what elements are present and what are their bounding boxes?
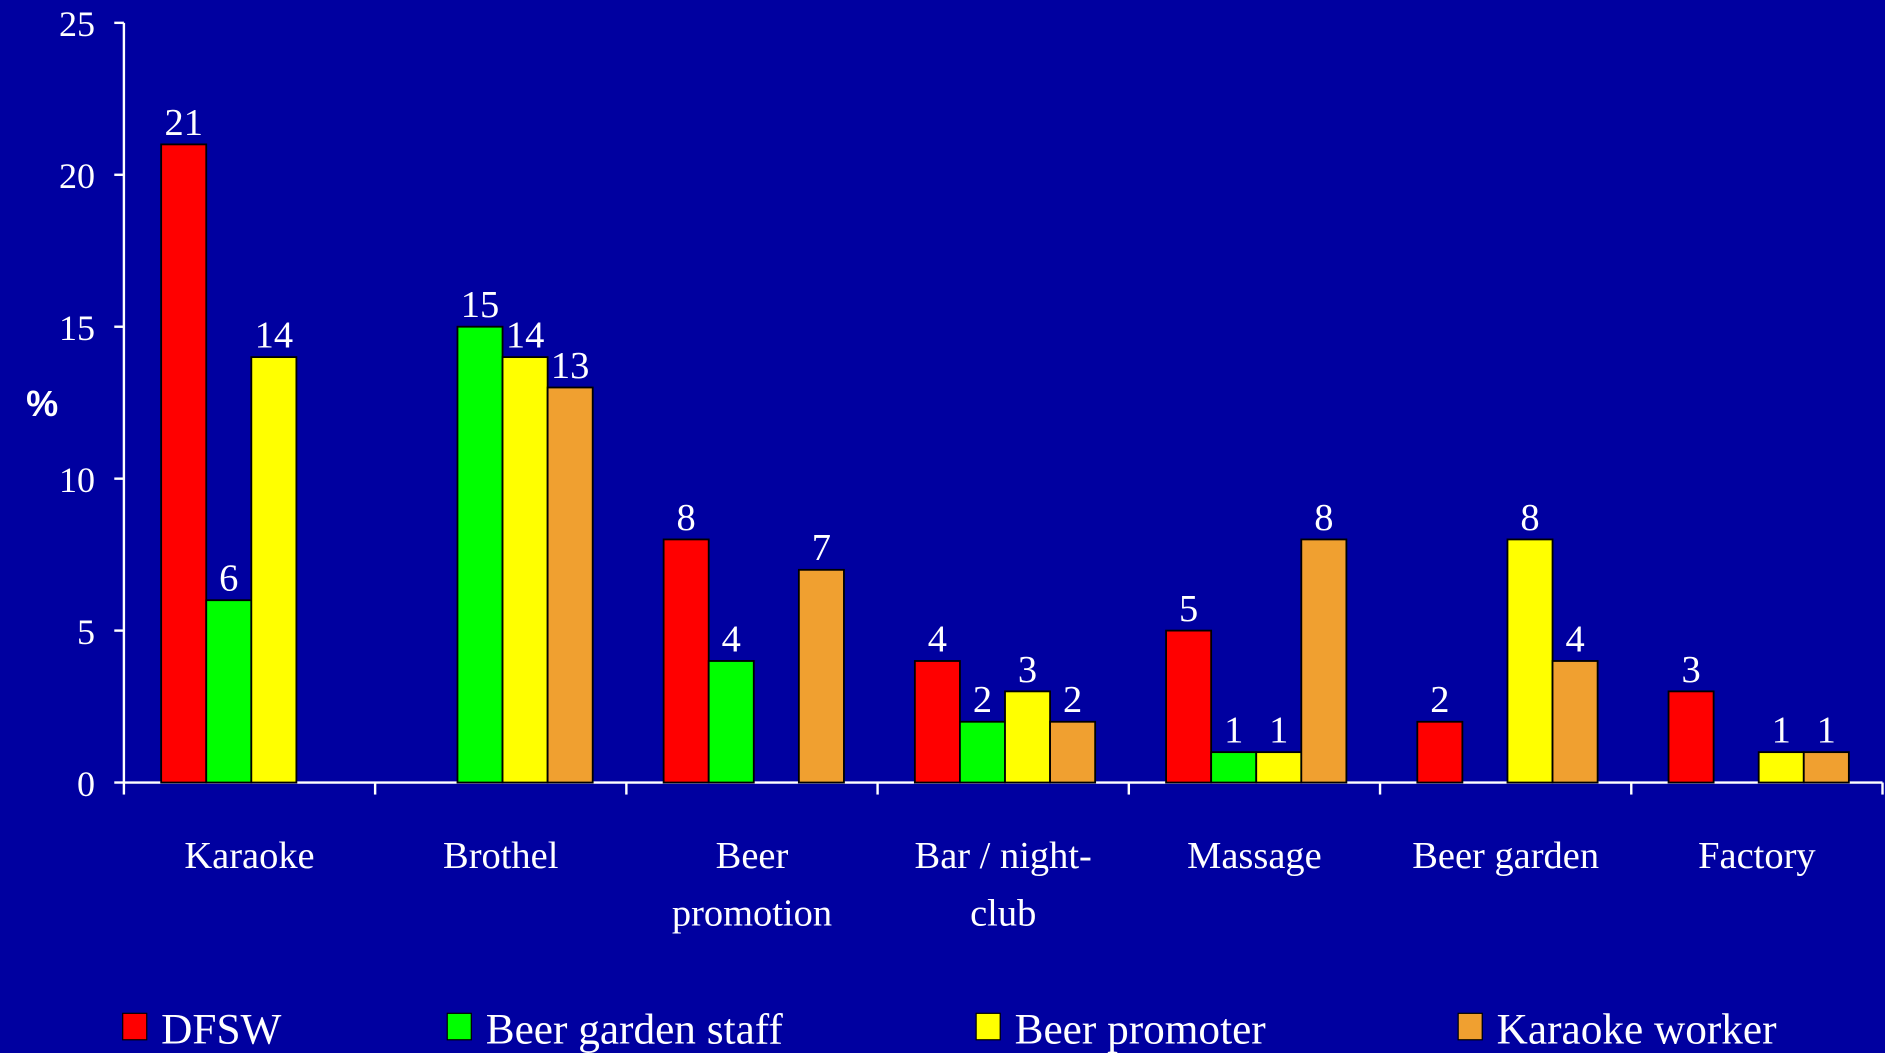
bar xyxy=(1210,751,1258,784)
bar xyxy=(1506,538,1554,784)
data-label: 2 xyxy=(1063,679,1082,721)
x-tick-label: club xyxy=(970,893,1036,935)
data-label: 4 xyxy=(1565,618,1584,660)
x-tick-label: Karaoke xyxy=(184,835,314,877)
y-tick-label: 10 xyxy=(59,460,95,500)
data-label: 4 xyxy=(722,618,741,660)
data-label: 21 xyxy=(164,102,202,144)
legend-label: Beer garden staff xyxy=(486,1005,784,1053)
bar xyxy=(501,356,549,784)
bar xyxy=(1416,720,1464,784)
legend-label: Karaoke worker xyxy=(1497,1005,1777,1053)
y-axis-title: % xyxy=(26,383,58,424)
data-label: 1 xyxy=(1269,710,1288,752)
legend-swatch xyxy=(122,1012,148,1041)
x-tick-label: promotion xyxy=(672,893,832,935)
bar xyxy=(959,720,1006,784)
bar xyxy=(456,325,504,784)
data-label: 4 xyxy=(928,618,947,660)
data-label: 3 xyxy=(1018,649,1037,691)
y-tick-label: 25 xyxy=(59,4,95,44)
legend-label: DFSW xyxy=(161,1005,281,1053)
bar xyxy=(1667,690,1715,784)
x-tick-label: Beer garden xyxy=(1412,835,1599,877)
legend-swatch xyxy=(1457,1012,1483,1041)
data-label: 13 xyxy=(551,345,589,387)
data-label: 15 xyxy=(461,284,499,326)
bar xyxy=(707,660,755,784)
bar xyxy=(1255,751,1303,784)
data-label: 8 xyxy=(677,497,696,539)
x-tick-label: Bar / night- xyxy=(915,835,1092,877)
y-tick-label: 0 xyxy=(77,764,95,804)
bar xyxy=(913,660,961,784)
data-label: 2 xyxy=(973,679,992,721)
data-label: 5 xyxy=(1179,588,1198,630)
legend-swatch xyxy=(975,1012,1001,1041)
bar xyxy=(546,386,594,784)
bar xyxy=(1004,690,1051,784)
data-label: 3 xyxy=(1681,649,1700,691)
data-label: 14 xyxy=(506,314,544,356)
bar xyxy=(797,568,845,784)
legend-swatch xyxy=(446,1012,472,1041)
data-label: 2 xyxy=(1430,679,1449,721)
bar xyxy=(205,599,253,784)
data-label: 14 xyxy=(255,314,293,356)
x-tick-label: Brothel xyxy=(443,835,558,877)
data-label: 1 xyxy=(1817,710,1836,752)
data-label: 1 xyxy=(1224,710,1243,752)
data-label: 8 xyxy=(1520,497,1539,539)
legend-label: Beer promoter xyxy=(1015,1005,1267,1053)
bar xyxy=(1551,660,1599,784)
bar xyxy=(1802,751,1850,784)
y-tick-label: 20 xyxy=(59,156,95,196)
bar xyxy=(1049,720,1097,784)
bar xyxy=(662,538,710,784)
data-label: 1 xyxy=(1772,710,1791,752)
x-tick-label: Factory xyxy=(1698,835,1816,877)
bar xyxy=(160,143,208,784)
x-tick-label: Beer xyxy=(716,835,789,877)
x-tick-label: Massage xyxy=(1187,835,1322,877)
data-label: 8 xyxy=(1314,497,1333,539)
bar xyxy=(250,356,298,784)
data-label: 7 xyxy=(812,527,831,569)
y-tick-label: 5 xyxy=(77,612,95,652)
y-tick-label: 15 xyxy=(59,308,95,348)
bar xyxy=(1165,629,1213,784)
bar xyxy=(1300,538,1348,784)
bar xyxy=(1757,751,1805,784)
data-label: 6 xyxy=(219,558,238,600)
